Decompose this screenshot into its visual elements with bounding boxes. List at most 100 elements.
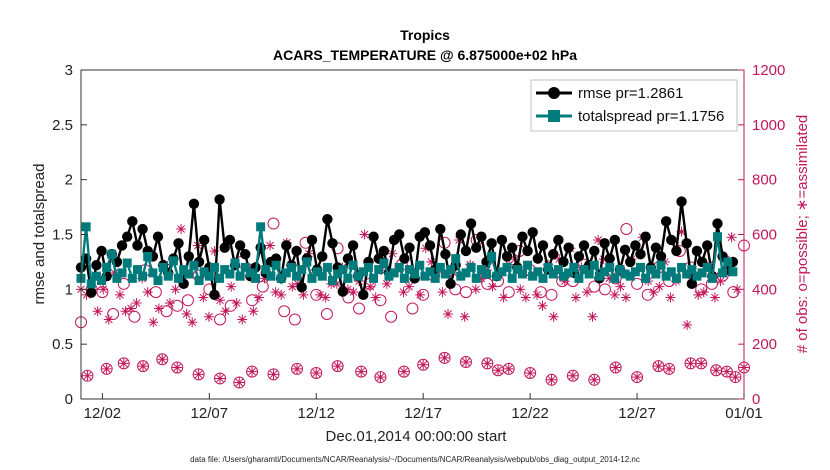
totalspread-point bbox=[369, 273, 379, 283]
obs-assimilated-marker bbox=[515, 284, 526, 295]
totalspread-point bbox=[569, 262, 579, 272]
obs-assimilated-marker bbox=[426, 256, 437, 267]
totalspread-point bbox=[723, 257, 733, 267]
obs-assimilated-marker bbox=[292, 363, 303, 374]
totalspread-point bbox=[410, 269, 420, 279]
totalspread-point bbox=[481, 269, 491, 279]
chart-title: Tropics bbox=[400, 27, 450, 43]
x-axis-label: Dec.01,2014 00:00:00 start bbox=[326, 428, 508, 445]
obs-assimilated-marker bbox=[103, 314, 114, 325]
obs-assimilated-marker bbox=[404, 281, 415, 292]
obs-assimilated-marker bbox=[531, 289, 542, 300]
totalspread-point bbox=[677, 262, 687, 272]
obs-possible-marker bbox=[620, 223, 633, 236]
rmse-point bbox=[455, 229, 467, 240]
obs-assimilated-marker bbox=[148, 317, 159, 328]
x-tick-label: 12/17 bbox=[404, 405, 442, 422]
y-right-tick-label: 1200 bbox=[752, 62, 785, 79]
totalspread-point bbox=[533, 267, 543, 277]
obs-possible-marker bbox=[438, 351, 451, 364]
obs-assimilated-marker bbox=[142, 287, 153, 298]
obs-assimilated-marker bbox=[356, 366, 367, 377]
totalspread-point bbox=[235, 271, 245, 281]
rmse-point bbox=[404, 242, 415, 253]
obs-assimilated-marker bbox=[696, 358, 707, 369]
obs-assimilated-marker bbox=[268, 369, 279, 380]
y-axis-label: rmse and totalspread bbox=[31, 164, 48, 305]
totalspread-point bbox=[286, 262, 296, 272]
totalspread-point bbox=[666, 267, 676, 277]
chart-subtitle: ACARS_TEMPERATURE @ 6.875000e+02 hPa bbox=[273, 47, 577, 63]
rmse-point bbox=[183, 251, 194, 262]
obs-assimilated-marker bbox=[487, 281, 498, 292]
obs-assimilated-marker bbox=[153, 303, 164, 314]
totalspread-point bbox=[179, 265, 189, 275]
obs-assimilated-marker bbox=[546, 374, 557, 385]
totalspread-point bbox=[528, 271, 538, 281]
y-tick-label: 3 bbox=[65, 62, 73, 79]
x-tick-label: 01/01 bbox=[725, 405, 763, 422]
totalspread-point bbox=[692, 271, 702, 281]
totalspread-point bbox=[605, 262, 615, 272]
obs-assimilated-marker bbox=[237, 314, 248, 325]
obs-assimilated-marker bbox=[332, 361, 343, 372]
totalspread-point bbox=[440, 269, 450, 279]
totalspread-point bbox=[174, 273, 184, 283]
rmse-point bbox=[188, 198, 200, 209]
rmse-point bbox=[394, 229, 405, 240]
obs-possible-marker bbox=[214, 372, 227, 385]
totalspread-point bbox=[641, 273, 651, 283]
totalspread-point bbox=[338, 265, 348, 275]
totalspread-point bbox=[574, 273, 584, 283]
rmse-point bbox=[630, 240, 641, 251]
obs-assimilated-marker bbox=[118, 358, 129, 369]
totalspread-point bbox=[702, 262, 712, 272]
totalspread-point bbox=[132, 265, 142, 275]
rmse-point bbox=[291, 245, 302, 257]
obs-possible-marker bbox=[81, 369, 94, 382]
totalspread-point bbox=[651, 269, 661, 279]
obs-possible-marker bbox=[331, 360, 344, 373]
totalspread-point bbox=[625, 271, 635, 281]
obs-assimilated-marker bbox=[567, 370, 578, 381]
obs-assimilated-marker bbox=[609, 289, 620, 300]
obs-assimilated-marker bbox=[548, 311, 559, 322]
obs-possible-marker bbox=[566, 369, 579, 382]
totalspread-point bbox=[230, 258, 240, 268]
rmse-point bbox=[553, 234, 564, 246]
obs-assimilated-marker bbox=[92, 306, 103, 317]
obs-assimilated-marker bbox=[615, 281, 626, 292]
totalspread-point bbox=[276, 273, 286, 283]
rmse-point bbox=[234, 240, 246, 251]
rmse-point bbox=[378, 245, 390, 257]
totalspread-point bbox=[245, 268, 255, 278]
totalspread-point bbox=[487, 251, 497, 261]
rmse-point bbox=[337, 286, 348, 297]
totalspread-point bbox=[384, 271, 394, 281]
totalspread-point bbox=[312, 267, 322, 277]
totalspread-point bbox=[199, 267, 209, 277]
obs-assimilated-marker bbox=[193, 369, 204, 380]
rmse-point bbox=[655, 251, 667, 262]
obs-possible-marker bbox=[291, 362, 304, 375]
obs-assimilated-marker bbox=[482, 358, 493, 369]
totalspread-point bbox=[281, 268, 291, 278]
y-tick-label: 2 bbox=[65, 172, 73, 189]
totalspread-point bbox=[81, 222, 91, 232]
rmse-point bbox=[327, 238, 338, 249]
totalspread-point bbox=[353, 271, 363, 281]
obs-assimilated-marker bbox=[711, 365, 722, 376]
totalspread-point bbox=[461, 268, 471, 278]
totalspread-point bbox=[399, 273, 409, 283]
totalspread-point bbox=[466, 262, 476, 272]
rmse-point bbox=[419, 227, 431, 238]
obs-possible-marker bbox=[459, 286, 472, 299]
totalspread-point bbox=[328, 276, 338, 286]
totalspread-point bbox=[502, 262, 512, 272]
totalspread-point bbox=[363, 262, 373, 272]
obs-assimilated-marker bbox=[170, 284, 181, 295]
legend-spread-label: totalspread pr=1.1756 bbox=[578, 108, 724, 125]
obs-possible-marker bbox=[214, 313, 227, 326]
totalspread-point bbox=[471, 273, 481, 283]
totalspread-point bbox=[302, 257, 312, 267]
